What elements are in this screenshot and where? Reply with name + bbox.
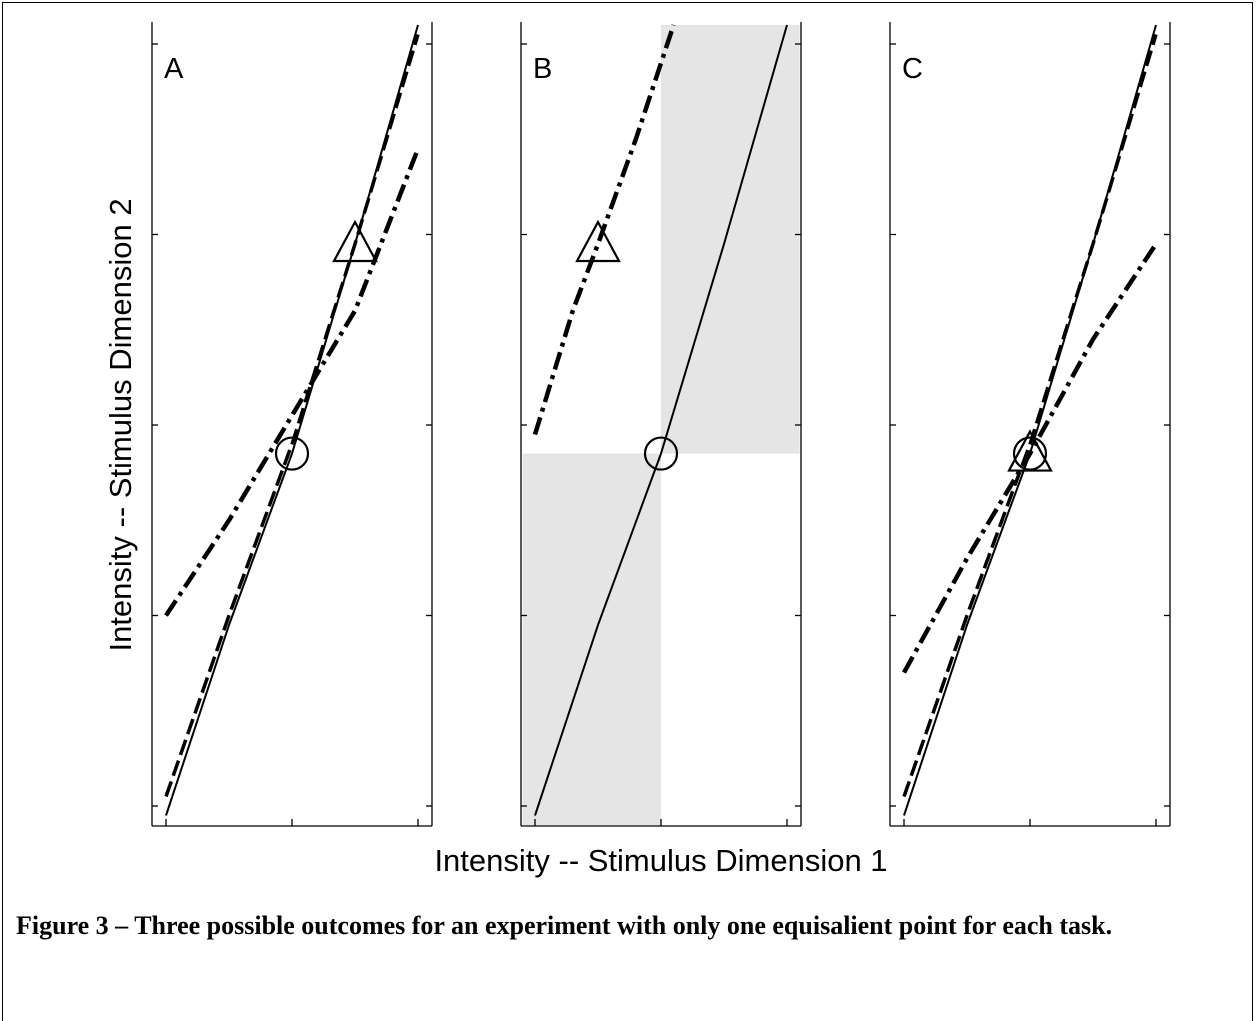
x-axis-title: Intensity -- Stimulus Dimension 1 xyxy=(434,843,887,878)
panel-b: B xyxy=(520,22,802,827)
panel-letter: C xyxy=(902,53,923,85)
triangle-marker xyxy=(575,219,621,263)
plot-area xyxy=(164,24,421,816)
series-line-solid xyxy=(165,24,419,816)
figure-caption: Figure 3 – Three possible outcomes for a… xyxy=(16,911,1113,940)
circle-marker xyxy=(643,436,679,471)
shaded-region xyxy=(661,24,800,454)
circle-marker xyxy=(274,436,310,471)
series-line-dash-dot xyxy=(532,24,676,436)
panel-a: A xyxy=(151,22,433,827)
series-line-dash-dot xyxy=(902,242,1158,674)
panel-c: C xyxy=(889,22,1171,827)
series-line-dashed xyxy=(902,33,1158,798)
series-line-solid xyxy=(534,24,788,816)
triangle-marker xyxy=(1007,429,1053,472)
y-axis-title: Intensity -- Stimulus Dimension 2 xyxy=(103,198,138,651)
panel-letter: A xyxy=(164,53,184,85)
triangle-marker xyxy=(332,219,378,263)
plot-area xyxy=(522,24,800,826)
panel-letter: B xyxy=(533,53,552,85)
series-line-dash-dot xyxy=(164,147,421,617)
plot-area xyxy=(902,24,1158,816)
series-line-solid xyxy=(903,24,1157,816)
series-line-dashed xyxy=(164,33,420,798)
